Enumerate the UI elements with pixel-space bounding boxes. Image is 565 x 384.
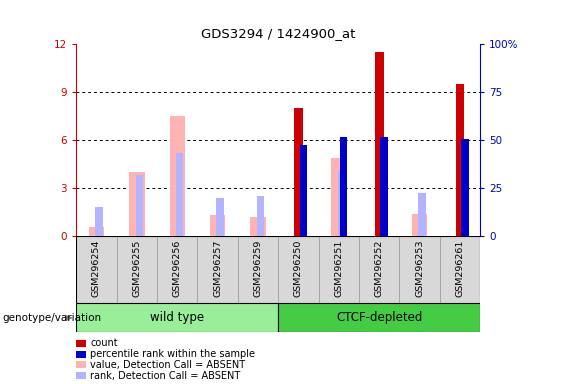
Text: GSM296252: GSM296252 <box>375 240 384 297</box>
Bar <box>198 236 238 303</box>
Text: value, Detection Call = ABSENT: value, Detection Call = ABSENT <box>90 360 246 370</box>
Bar <box>279 303 480 332</box>
Bar <box>136 175 143 236</box>
Bar <box>170 116 185 236</box>
Bar <box>176 153 183 236</box>
Text: CTCF-depleted: CTCF-depleted <box>336 311 423 324</box>
Text: GSM296250: GSM296250 <box>294 240 303 297</box>
Bar <box>250 217 266 236</box>
Bar <box>216 198 224 236</box>
Text: percentile rank within the sample: percentile rank within the sample <box>90 349 255 359</box>
Bar <box>95 207 102 236</box>
Text: GSM296256: GSM296256 <box>173 240 182 297</box>
Text: GSM296254: GSM296254 <box>92 240 101 297</box>
Bar <box>419 193 425 236</box>
Bar <box>89 227 104 236</box>
Bar <box>399 236 440 303</box>
Bar <box>359 236 399 303</box>
Text: GSM296251: GSM296251 <box>334 240 344 297</box>
Bar <box>340 137 347 236</box>
Text: GSM296261: GSM296261 <box>455 240 464 297</box>
Text: GSM296255: GSM296255 <box>132 240 141 297</box>
Text: GSM296253: GSM296253 <box>415 240 424 297</box>
Bar <box>461 139 468 236</box>
Bar <box>279 236 319 303</box>
Bar <box>157 236 198 303</box>
Bar <box>380 137 388 236</box>
Text: wild type: wild type <box>150 311 205 324</box>
Text: GSM296259: GSM296259 <box>254 240 263 297</box>
Bar <box>117 236 157 303</box>
Title: GDS3294 / 1424900_at: GDS3294 / 1424900_at <box>201 27 355 40</box>
Bar <box>129 172 145 236</box>
Bar <box>238 236 279 303</box>
Bar <box>412 214 427 236</box>
Text: GSM296257: GSM296257 <box>213 240 222 297</box>
Bar <box>257 196 264 236</box>
Bar <box>294 108 303 236</box>
Text: count: count <box>90 338 118 348</box>
Bar <box>76 236 117 303</box>
Bar <box>440 236 480 303</box>
Bar <box>375 52 384 236</box>
Text: rank, Detection Call = ABSENT: rank, Detection Call = ABSENT <box>90 371 241 381</box>
Bar <box>331 158 346 236</box>
Bar <box>455 84 464 236</box>
Bar <box>299 145 307 236</box>
Bar <box>319 236 359 303</box>
Text: genotype/variation: genotype/variation <box>3 313 102 323</box>
Bar <box>76 303 279 332</box>
Bar <box>210 215 225 236</box>
Bar <box>338 170 345 236</box>
